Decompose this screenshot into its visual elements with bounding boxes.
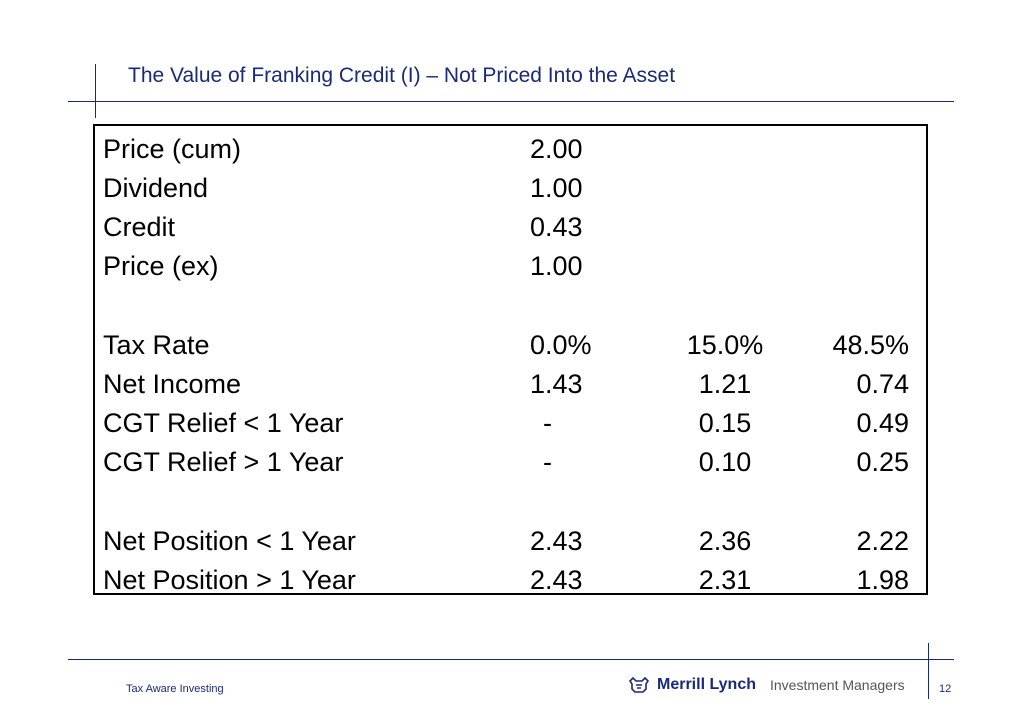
page-number: 12: [939, 683, 952, 695]
table-row: CGT Relief > 1 Year - 0.10 0.25: [95, 442, 926, 482]
row-label: CGT Relief < 1 Year: [103, 408, 344, 438]
brand-subtitle: Investment Managers: [769, 677, 905, 693]
row-value-3: 48.5%: [832, 330, 909, 360]
table-row: Credit 0.43: [95, 207, 926, 247]
footer-text: Tax Aware Investing: [126, 683, 224, 695]
row-label: Price (cum): [103, 134, 242, 164]
row-value-1: 1.00: [530, 251, 583, 281]
row-value-1: 0.43: [530, 212, 583, 242]
row-label: Net Position > 1 Year: [103, 565, 356, 595]
row-value-2: 2.31: [698, 565, 752, 595]
row-value-3: 2.22: [856, 526, 909, 556]
row-label: Dividend: [103, 173, 209, 203]
row-label: Credit: [103, 212, 176, 242]
row-label: Net Position < 1 Year: [103, 526, 356, 556]
table-row: Price (ex) 1.00: [95, 246, 926, 286]
table-row: Net Position < 1 Year 2.43 2.36 2.22: [95, 521, 926, 561]
row-label: Net Income: [103, 369, 242, 399]
header-rule: [68, 101, 954, 102]
header-vertical-rule: [95, 64, 96, 118]
row-label: Price (ex): [103, 251, 219, 281]
row-value-3: 0.25: [856, 447, 909, 477]
row-value-3: 0.74: [856, 369, 909, 399]
table-row: Net Position > 1 Year 2.43 2.31 1.98: [95, 560, 926, 600]
row-value-1: 2.00: [530, 134, 583, 164]
brand-name: Merrill Lynch: [657, 676, 756, 693]
footer-rule: [68, 659, 954, 660]
row-value-2: 0.10: [698, 447, 752, 477]
table-row: Tax Rate 0.0% 15.0% 48.5%: [95, 325, 926, 365]
row-value-3: 1.98: [856, 565, 909, 595]
table-row: CGT Relief < 1 Year - 0.15 0.49: [95, 403, 926, 443]
row-value-1: -: [543, 447, 552, 477]
row-value-2: 1.21: [698, 369, 752, 399]
row-value-1: 1.43: [530, 369, 583, 399]
row-value-2: 0.15: [698, 408, 752, 438]
brand-logo: Merrill Lynch Investment Managers: [627, 670, 905, 700]
row-label: Tax Rate: [103, 330, 210, 360]
table-row: Price (cum) 2.00: [95, 129, 926, 169]
row-label: CGT Relief > 1 Year: [103, 447, 344, 477]
row-value-1: -: [543, 408, 552, 438]
slide-title: The Value of Franking Credit (I) – Not P…: [128, 64, 676, 87]
table-row: Net Income 1.43 1.21 0.74: [95, 364, 926, 404]
table-row: Dividend 1.00: [95, 168, 926, 208]
footer-vertical-rule: [928, 643, 929, 699]
bull-logo-icon: [628, 676, 650, 693]
row-value-3: 0.49: [856, 408, 909, 438]
row-value-1: 1.00: [530, 173, 583, 203]
row-value-1: 2.43: [530, 526, 583, 556]
row-value-1: 0.0%: [530, 330, 592, 360]
row-value-2: 15.0%: [686, 330, 764, 360]
row-value-2: 2.36: [698, 526, 752, 556]
data-table: Price (cum) 2.00 Dividend 1.00 Credit 0.…: [93, 124, 928, 595]
row-value-1: 2.43: [530, 565, 583, 595]
